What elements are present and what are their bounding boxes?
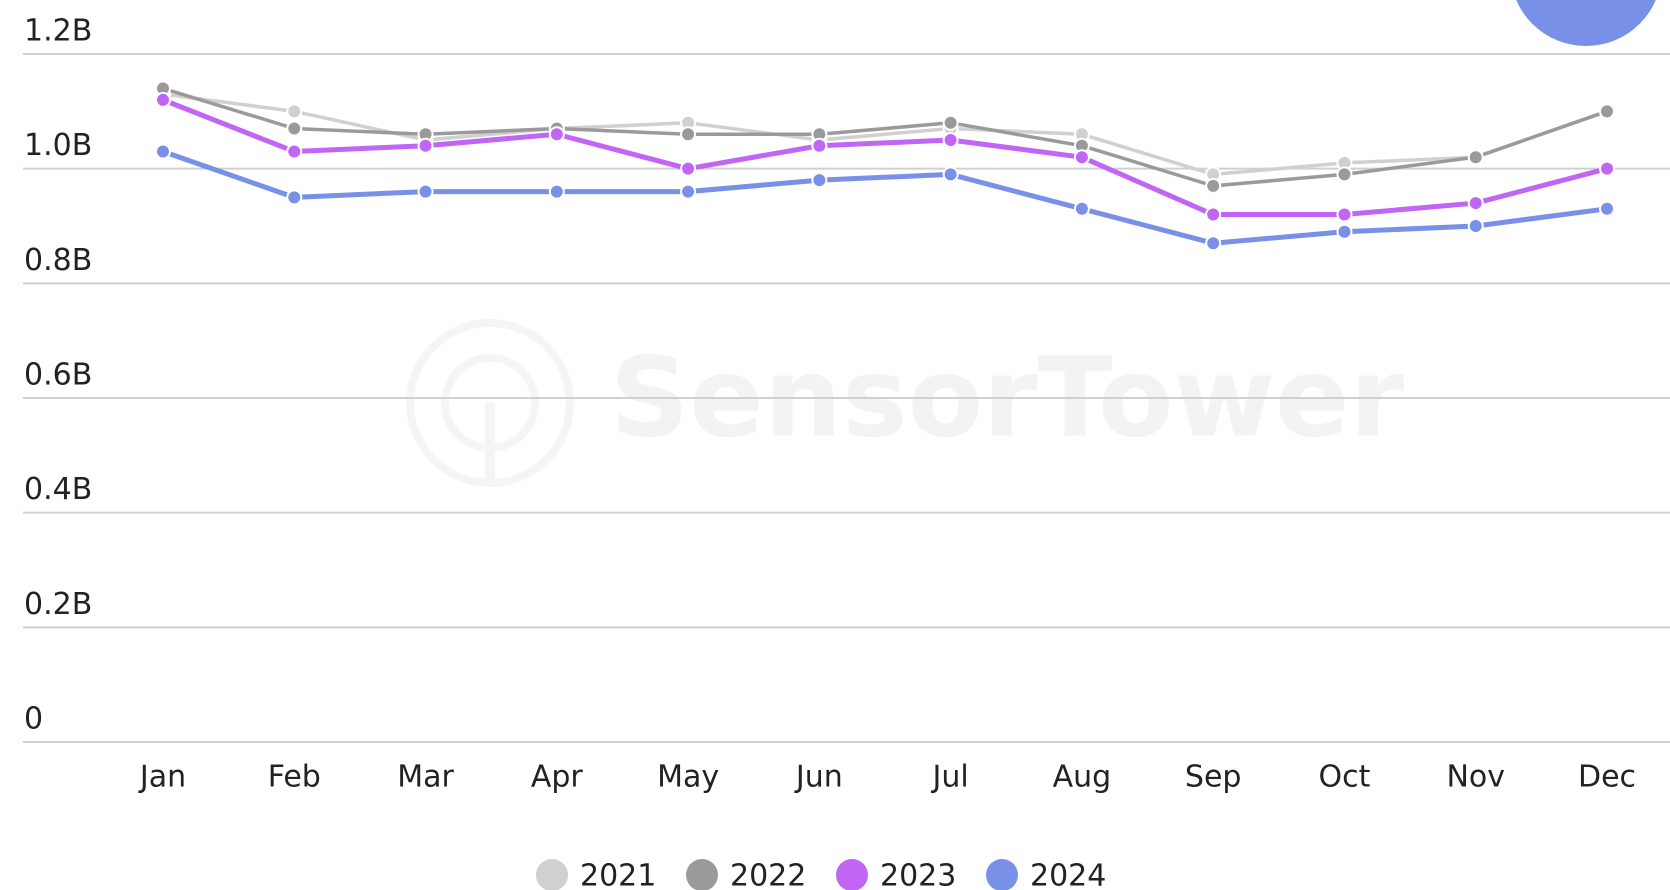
y-tick-label: 1.0B <box>24 128 92 163</box>
legend-label: 2021 <box>580 859 656 890</box>
watermark-logo <box>406 319 574 487</box>
point <box>1205 206 1222 223</box>
legend-marker <box>536 859 568 890</box>
point <box>811 137 828 154</box>
y-tick-label: 0.4B <box>24 472 92 507</box>
point <box>680 126 697 143</box>
x-tick-label: Oct <box>1319 760 1371 795</box>
point <box>1599 200 1615 217</box>
point <box>1467 218 1484 234</box>
series-line <box>162 149 1608 246</box>
point <box>680 160 697 177</box>
legend-label: 2024 <box>1030 859 1106 890</box>
x-tick-label: Jun <box>794 760 843 795</box>
point <box>811 172 828 189</box>
point <box>417 137 434 154</box>
point <box>680 183 697 200</box>
y-tick-label: 0 <box>24 702 43 737</box>
y-tick-label: 0.8B <box>24 243 92 278</box>
x-tick-label: Dec <box>1578 760 1636 795</box>
point <box>286 189 303 206</box>
point <box>1336 206 1353 223</box>
legend-marker <box>836 859 868 890</box>
series-line <box>162 97 1608 218</box>
point <box>1073 149 1090 166</box>
point <box>286 103 303 120</box>
y-tick-label: 0.2B <box>24 587 92 622</box>
point <box>1467 195 1484 212</box>
point <box>942 132 959 148</box>
legend-label: 2023 <box>880 859 956 890</box>
x-tick-label: Aug <box>1053 760 1112 795</box>
point <box>1599 160 1615 177</box>
x-tick-label: Nov <box>1446 760 1505 795</box>
decoration <box>1516 0 1656 46</box>
x-tick-label: Jul <box>931 760 969 795</box>
point <box>1073 200 1090 217</box>
point <box>1336 166 1353 183</box>
x-tick-label: May <box>657 760 719 795</box>
point <box>942 166 959 183</box>
series-line <box>162 92 1608 177</box>
x-tick-label: Jan <box>138 760 186 795</box>
series-line <box>162 86 1608 188</box>
legend-marker <box>986 859 1018 890</box>
point <box>942 114 959 131</box>
point <box>548 126 565 143</box>
point <box>548 183 565 200</box>
point <box>286 120 303 137</box>
point <box>155 91 171 108</box>
x-tick-label: Sep <box>1185 760 1242 795</box>
legend-label: 2022 <box>730 859 806 890</box>
x-tick-label: Apr <box>531 760 584 795</box>
point <box>1467 149 1484 166</box>
y-tick-label: 1.2B <box>24 14 92 49</box>
point <box>1205 177 1222 194</box>
legend-marker <box>686 859 718 890</box>
point <box>1599 103 1615 120</box>
point <box>417 183 434 200</box>
point <box>1336 223 1353 240</box>
y-tick-label: 0.6B <box>24 358 92 393</box>
point <box>286 143 303 160</box>
x-tick-label: Feb <box>268 760 321 795</box>
point <box>155 143 171 160</box>
point <box>1205 235 1222 252</box>
x-tick-label: Mar <box>397 760 454 795</box>
